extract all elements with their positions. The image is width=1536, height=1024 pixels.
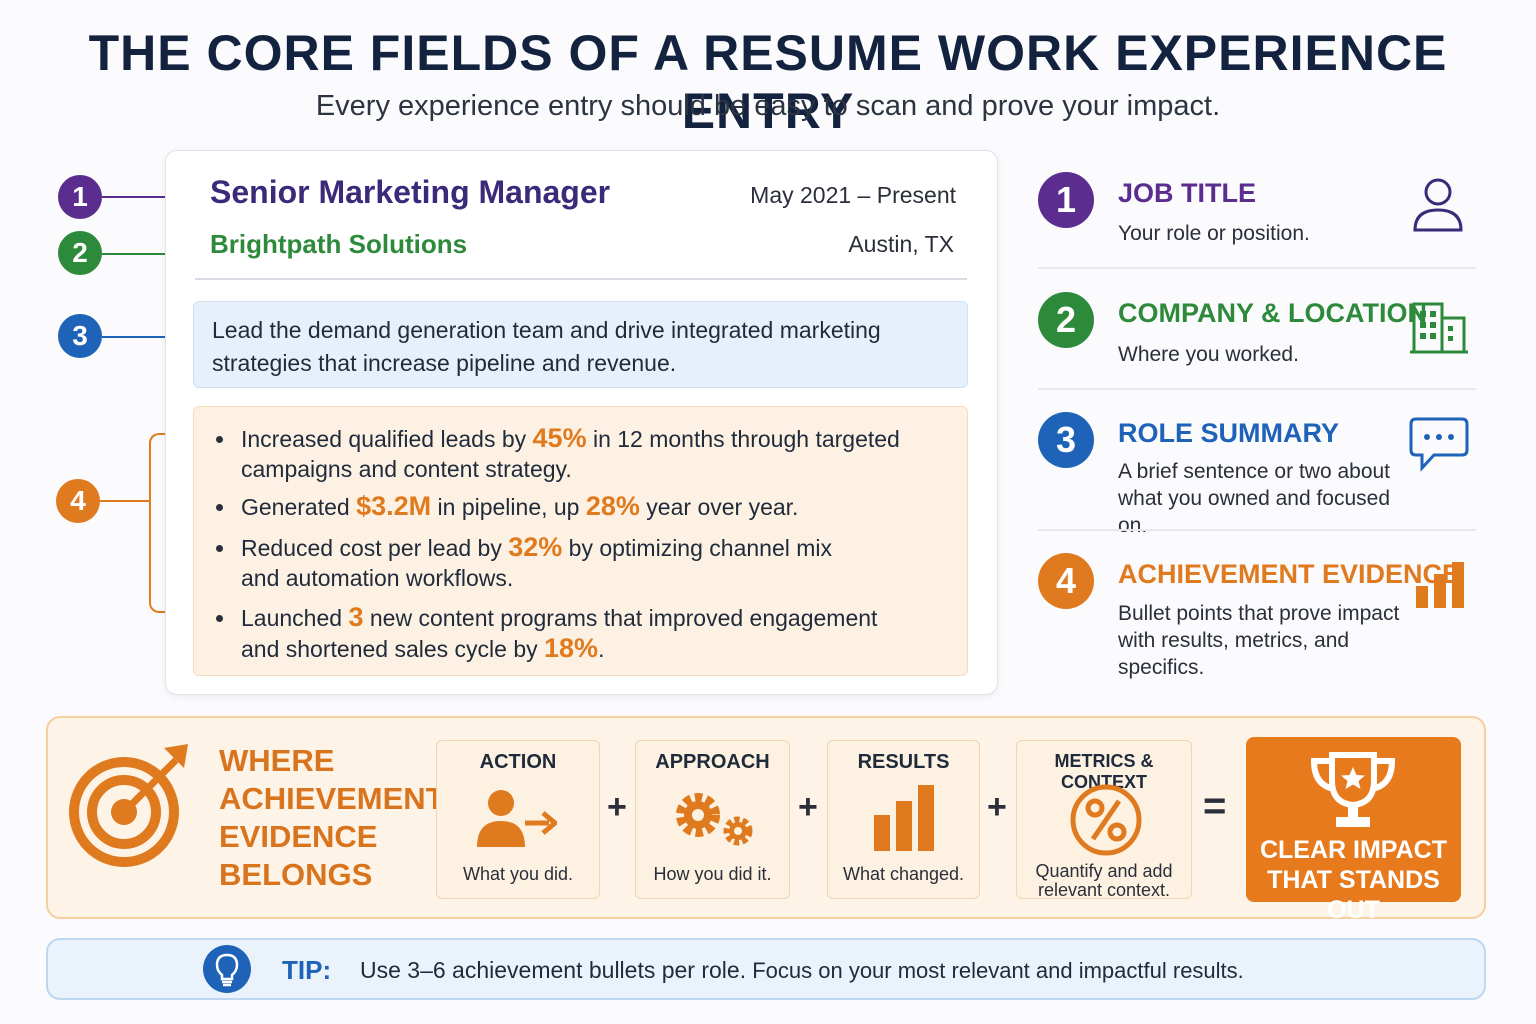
step-desc: What you did. <box>462 864 574 884</box>
marker-1: 1 <box>58 175 102 219</box>
trophy-icon <box>1310 752 1396 827</box>
marker-line-2 <box>102 253 185 255</box>
legend-num-1: 1 <box>1038 172 1094 228</box>
plus-sign: + <box>798 788 818 826</box>
bar-chart-icon <box>874 785 934 851</box>
lightbulb-icon <box>203 945 251 993</box>
legend-desc-company: Where you worked. <box>1118 343 1299 366</box>
step-desc: Quantify and add relevant context. <box>1035 861 1173 900</box>
step-desc: How you did it. <box>653 864 772 884</box>
step-title: RESULTS <box>857 751 950 773</box>
formula-step-action: ACTION What you did. <box>436 740 600 899</box>
achievement-bullet: Generated $3.2M in pipeline, up 28% year… <box>215 491 799 521</box>
legend-title-achievement: ACHIEVEMENT EVIDENCE <box>1118 559 1461 589</box>
achievement-bullet: Launched 3 new content programs that imp… <box>215 602 878 663</box>
chat-bubble-icon <box>1409 417 1469 472</box>
role-summary: Lead the demand generation team and driv… <box>193 301 968 388</box>
formula-step-metrics: METRICS & CONTEXT Quantify and add relev… <box>1016 740 1192 900</box>
step-title: APPROACH <box>655 751 770 773</box>
page-subtitle: Every experience entry should be easy to… <box>315 90 1221 122</box>
marker-2: 2 <box>58 231 102 275</box>
legend-num-4: 4 <box>1038 553 1094 609</box>
building-icon <box>1410 302 1468 354</box>
achievements-box <box>193 406 968 676</box>
percent-icon <box>1070 784 1142 856</box>
tip-bar <box>46 938 1486 1000</box>
plus-sign: + <box>987 788 1007 826</box>
legend-title-company: COMPANY & LOCATION <box>1118 298 1427 328</box>
marker-line-4 <box>100 500 150 502</box>
step-title: ACTION <box>479 751 557 773</box>
marker-line-1 <box>102 196 185 198</box>
legend-num-3: 3 <box>1038 412 1094 468</box>
legend-title-summary: ROLE SUMMARY <box>1118 418 1339 448</box>
job-location: Austin, TX <box>848 231 954 257</box>
employment-dates: May 2021 – Present <box>750 182 956 208</box>
step-title: METRICS & CONTEXT <box>1054 751 1154 792</box>
legend-desc-summary: A brief sentence or two about what you o… <box>1118 460 1391 537</box>
job-title: Senior Marketing Manager <box>210 174 611 210</box>
formula-step-results: RESULTS What changed. <box>827 740 980 899</box>
achievement-bullet: Increased qualified leads by 45% in 12 m… <box>216 423 900 482</box>
legend-num-2: 2 <box>1038 292 1094 348</box>
legend-divider <box>1038 388 1476 390</box>
gears-icon <box>676 793 753 846</box>
card-divider <box>195 278 967 280</box>
legend-desc-job: Your role or position. <box>1118 222 1310 245</box>
legend-divider <box>1038 529 1476 531</box>
legend-desc-achievement: Bullet points that prove impact with res… <box>1118 602 1400 679</box>
page-title: THE CORE FIELDS OF A RESUME WORK EXPERIE… <box>88 25 1448 139</box>
formula-heading: WHERE ACHIEVEMENT EVIDENCE BELONGS <box>219 743 445 892</box>
result-box: CLEAR IMPACT THAT STANDS OUT <box>1246 737 1461 924</box>
tip-text: Use 3–6 achievement bullets per role. Fo… <box>360 957 1244 983</box>
bar-chart-icon <box>1416 562 1464 608</box>
marker-3: 3 <box>58 314 102 358</box>
formula-step-approach: APPROACH How you did it. <box>635 740 790 899</box>
equals-sign: = <box>1203 784 1227 828</box>
legend-divider <box>1038 267 1476 269</box>
plus-sign: + <box>607 788 627 826</box>
company-name: Brightpath Solutions <box>210 229 468 259</box>
achievement-bullet: Reduced cost per lead by 32% by optimizi… <box>216 532 832 591</box>
target-icon <box>69 744 188 867</box>
marker-4: 4 <box>56 479 100 523</box>
person-arrow-icon <box>477 790 557 847</box>
result-text: CLEAR IMPACT THAT STANDS OUT <box>1259 836 1448 924</box>
marker-line-3 <box>102 336 185 338</box>
tip-label: TIP: <box>282 955 332 985</box>
step-desc: What changed. <box>842 864 965 884</box>
legend-title-job: JOB TITLE <box>1118 178 1257 208</box>
person-icon <box>1413 178 1463 232</box>
